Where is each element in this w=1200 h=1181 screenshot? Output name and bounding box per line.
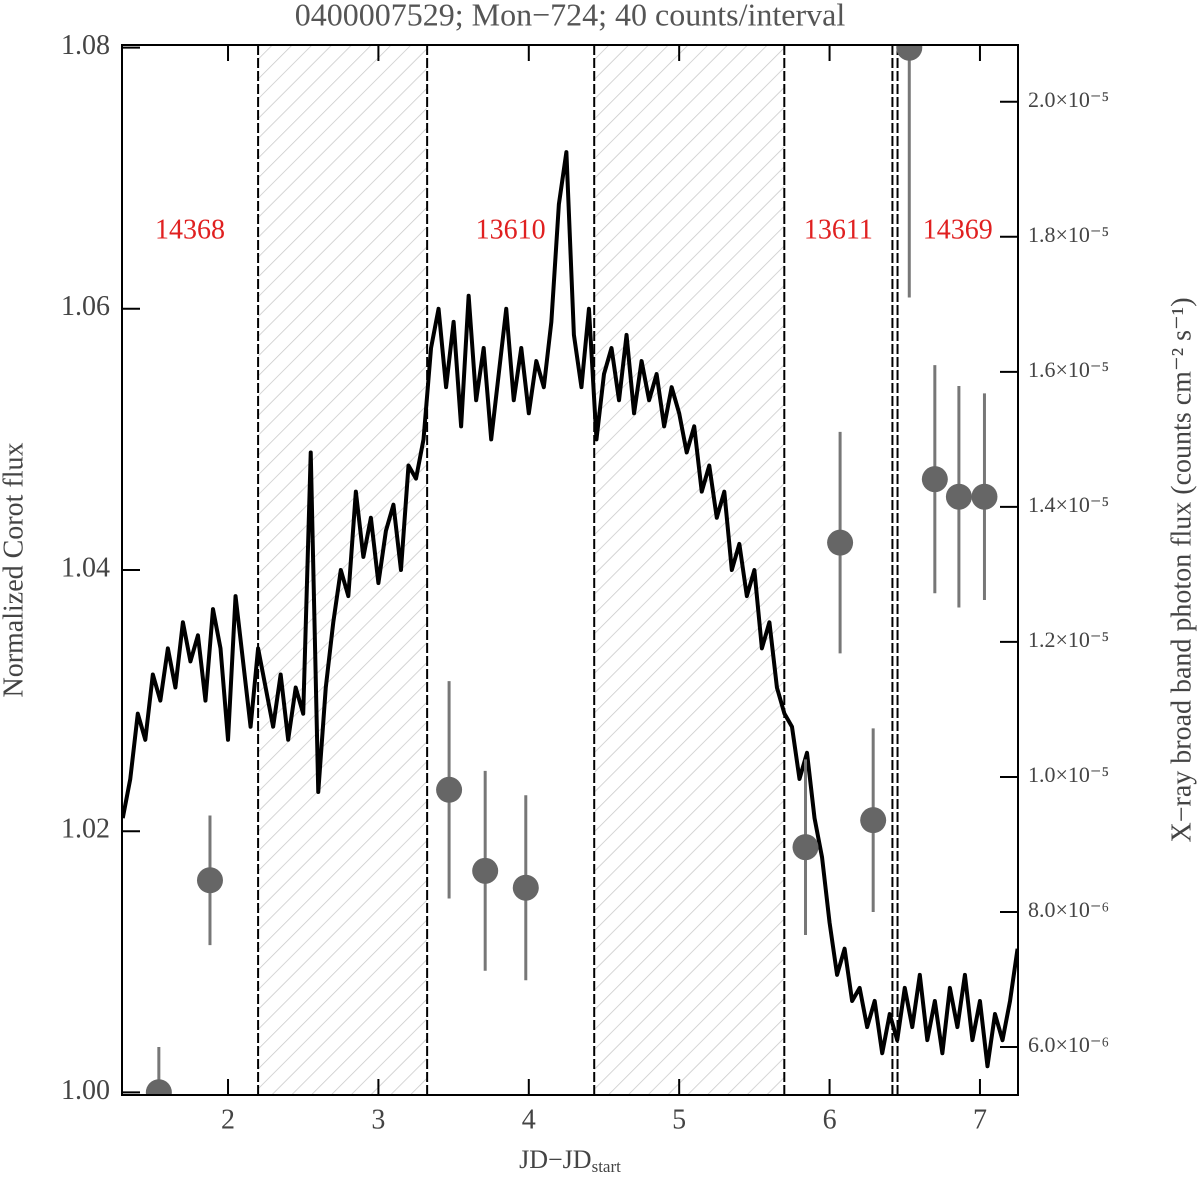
chart-title: 0400007529; Mon−724; 40 counts/interval [295, 0, 846, 32]
x-tick-label: 6 [823, 1104, 837, 1135]
axes-layer: 14368 13610 13611 14369 2 3 4 5 6 7 1.00 1.02 1.04 1.… [61, 30, 1109, 1135]
xray-point [896, 45, 923, 61]
x-tick-label: 7 [973, 1104, 987, 1135]
xray-point [945, 483, 972, 510]
xray-point [921, 466, 948, 493]
x-axis-label: JD−JDstart [519, 1145, 621, 1176]
xray-point [827, 529, 854, 556]
y2-tick-label: 1.0×10⁻⁵ [1028, 762, 1109, 787]
y2-tick-label: 6.0×10⁻⁶ [1028, 1032, 1109, 1057]
y-tick-label: 1.06 [61, 291, 110, 322]
xray-point [472, 857, 499, 884]
annotation: 14369 [923, 214, 993, 245]
y-tick-label: 1.04 [61, 552, 110, 583]
xray-point [145, 1079, 172, 1095]
annotation: 13610 [476, 214, 546, 245]
background-layer [257, 45, 899, 1095]
x-tick-label: 2 [221, 1104, 235, 1135]
y-tick-label: 1.08 [61, 30, 110, 61]
y2-tick-label: 1.2×10⁻⁵ [1028, 627, 1109, 652]
x-tick-label: 3 [371, 1104, 385, 1135]
light-curve [122, 150, 1018, 1069]
y-tick-label: 1.00 [61, 1075, 110, 1106]
x-tick-label: 5 [672, 1104, 686, 1135]
xray-point [860, 807, 887, 834]
annotation: 13611 [804, 214, 873, 245]
xray-point [792, 834, 819, 861]
y2-tick-label: 2.0×10⁻⁵ [1028, 87, 1109, 112]
xray-point [971, 483, 998, 510]
xray-point [196, 867, 223, 894]
y2-tick-label: 1.4×10⁻⁵ [1028, 492, 1109, 517]
y-axis-label: Normalized Corot flux [0, 442, 29, 697]
y2-tick-label: 1.8×10⁻⁵ [1028, 222, 1109, 247]
x-tick-label: 4 [522, 1104, 536, 1135]
annotation: 14368 [155, 214, 225, 245]
x-axis-label-sub: start [592, 1157, 622, 1176]
y-tick-label: 1.02 [61, 814, 110, 845]
y2-tick-label: 8.0×10⁻⁶ [1028, 897, 1109, 922]
xray-point [436, 776, 463, 803]
y2-axis-label: X−ray broad band photon flux (counts cm⁻… [1166, 297, 1197, 842]
x-axis-label-main: JD−JD [519, 1145, 591, 1174]
plot-area [122, 45, 1018, 1095]
y2-tick-label: 1.6×10⁻⁵ [1028, 357, 1109, 382]
xray-point [512, 874, 539, 901]
